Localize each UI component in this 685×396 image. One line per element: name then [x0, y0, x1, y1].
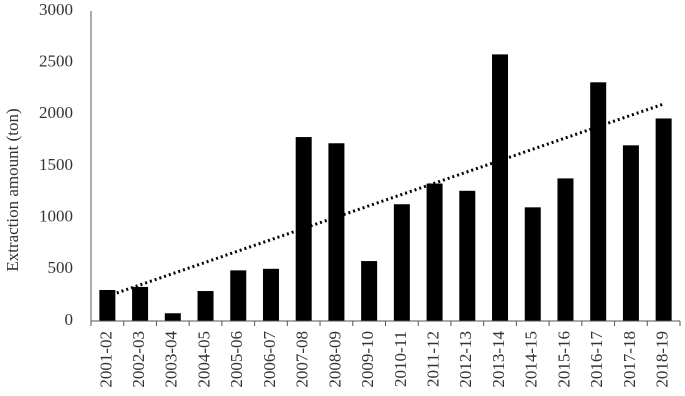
- y-tick-label: 0: [65, 310, 74, 329]
- y-axis-title: Extraction amount (ton): [3, 108, 22, 271]
- bar: [655, 118, 672, 321]
- x-tick-label: 2005-06: [227, 331, 246, 388]
- bar: [393, 204, 410, 321]
- bar: [524, 207, 541, 321]
- bar: [361, 261, 378, 321]
- y-tick-label: 3000: [39, 0, 73, 19]
- bar: [295, 137, 312, 321]
- x-tick-label: 2011-12: [423, 331, 442, 387]
- x-tick-label: 2007-08: [293, 331, 312, 388]
- y-tick-label: 2000: [39, 103, 73, 122]
- x-tick-label: 2006-07: [260, 331, 279, 388]
- y-tick-label: 1500: [39, 155, 73, 174]
- bar: [328, 143, 345, 321]
- bar: [590, 82, 607, 321]
- bar: [132, 286, 149, 321]
- y-tick-label: 500: [48, 258, 74, 277]
- x-tick-label: 2010-11: [391, 331, 410, 387]
- bar: [622, 145, 639, 321]
- bar: [557, 178, 574, 321]
- x-tick-label: 2013-14: [489, 331, 508, 388]
- x-tick-label: 2012-13: [456, 331, 475, 388]
- x-tick-label: 2014-15: [522, 331, 541, 388]
- x-tick-label: 2008-09: [325, 331, 344, 388]
- x-tick-label: 2015-16: [554, 331, 573, 388]
- bar: [262, 268, 279, 321]
- y-tick-label: 2500: [39, 52, 73, 71]
- x-tick-label: 2002-03: [129, 331, 148, 388]
- x-tick-label: 2018-19: [653, 331, 672, 388]
- bar: [164, 313, 181, 321]
- bar: [492, 54, 509, 322]
- x-tick-label: 2016-17: [587, 331, 606, 388]
- x-tick-label: 2004-05: [194, 331, 213, 388]
- bar: [99, 290, 116, 321]
- x-tick-label: 2017-18: [620, 331, 639, 388]
- y-tick-label: 1000: [39, 207, 73, 226]
- bar: [197, 291, 214, 321]
- bar: [426, 183, 443, 321]
- bar: [230, 270, 247, 321]
- x-tick-label: 2003-04: [162, 331, 181, 388]
- x-tick-label: 2009-10: [358, 331, 377, 388]
- trendline: [106, 102, 665, 298]
- bar: [459, 190, 476, 321]
- x-tick-label: 2001-02: [96, 331, 115, 388]
